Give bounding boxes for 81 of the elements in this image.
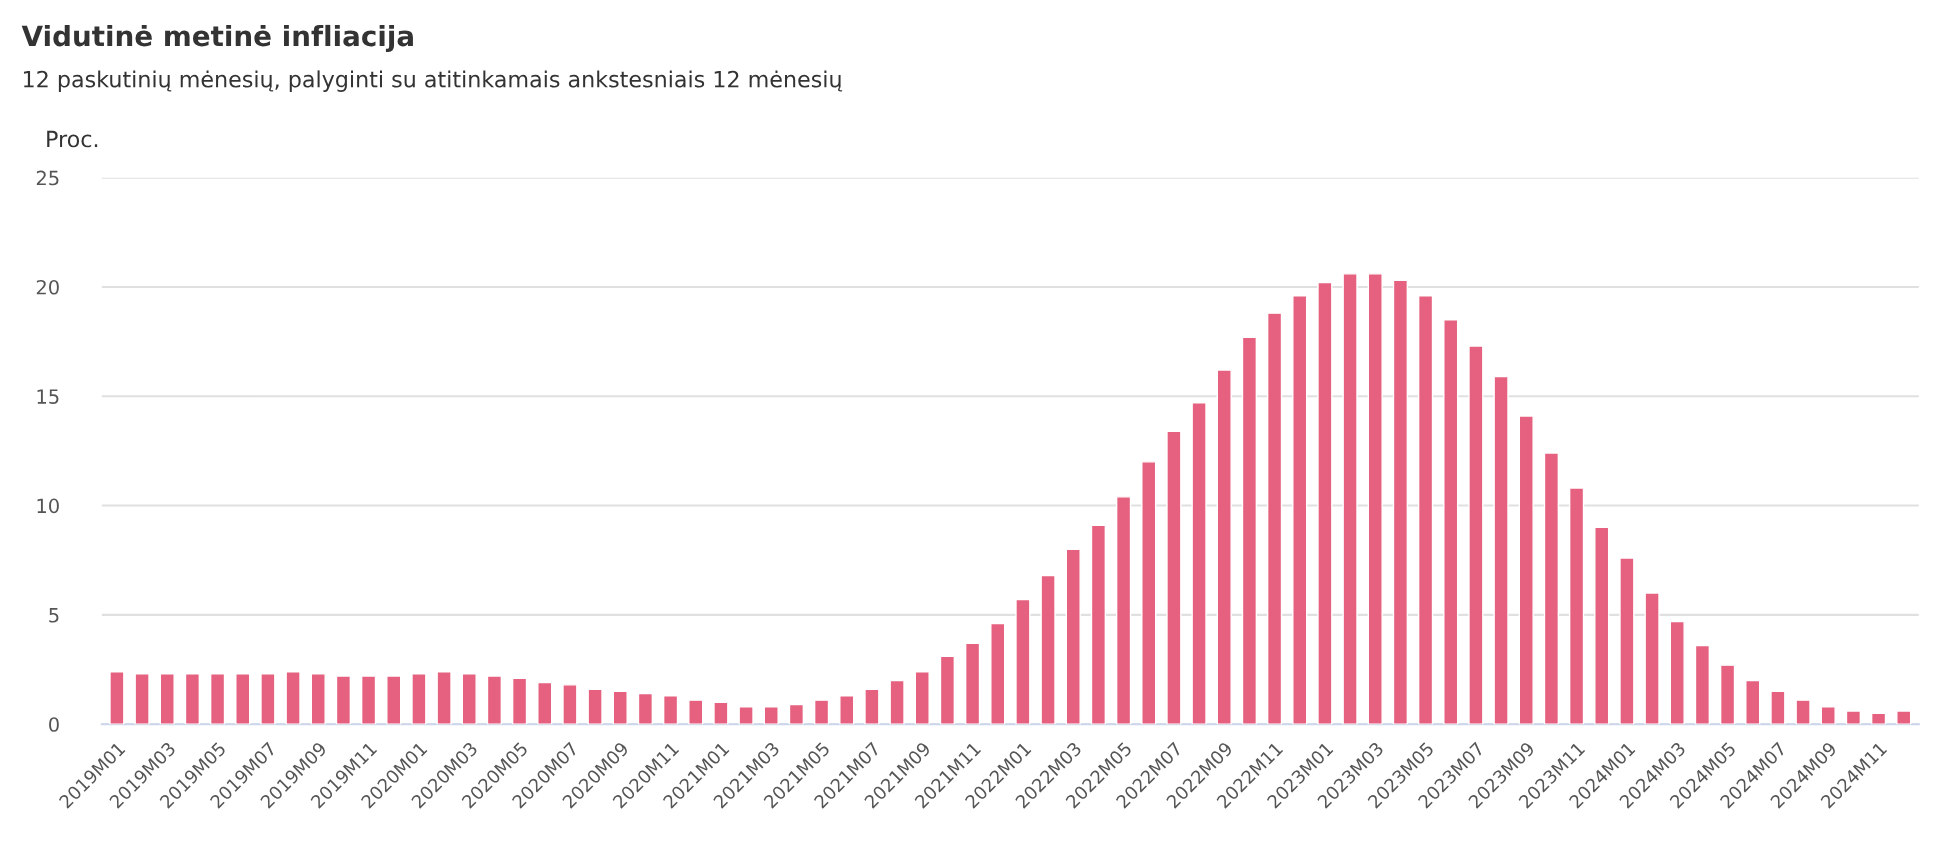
bar	[511, 677, 528, 725]
bar	[637, 692, 654, 725]
bar	[235, 673, 251, 725]
bar	[1896, 710, 1912, 725]
bar	[1166, 430, 1182, 725]
bar	[1518, 415, 1534, 725]
bar	[461, 673, 477, 725]
bar	[1266, 312, 1283, 725]
bar	[260, 673, 276, 725]
bar	[1468, 345, 1484, 725]
bar	[1090, 524, 1107, 725]
bar	[688, 699, 704, 725]
bar	[436, 671, 452, 725]
bar	[386, 675, 402, 725]
bar	[788, 703, 805, 725]
bar	[1367, 273, 1383, 725]
bar	[1292, 294, 1308, 725]
chart-subtitle: 12 paskutinių mėnesių, palyginti su atitinkamais ankstesniais 12 mėnesių	[23, 70, 843, 92]
bar	[1694, 644, 1711, 725]
y-tick-label: 25	[36, 170, 59, 186]
bar	[1141, 461, 1157, 725]
bar	[1745, 679, 1761, 725]
bar	[939, 655, 956, 725]
bar	[134, 673, 150, 725]
bar	[1443, 319, 1459, 725]
bar	[537, 681, 553, 725]
y-tick-label: 15	[37, 389, 59, 404]
bar	[1040, 574, 1056, 725]
bar	[914, 671, 930, 725]
bar	[1216, 369, 1232, 725]
bar	[1015, 598, 1031, 725]
chart-title: Vidutinė metinė infliacija	[21, 24, 413, 52]
bar	[1417, 294, 1434, 725]
bar	[1820, 706, 1836, 725]
bar	[864, 688, 880, 725]
bar	[1241, 336, 1258, 725]
bar	[1669, 620, 1685, 725]
bar	[1115, 496, 1132, 725]
bar	[587, 688, 603, 725]
bar	[360, 675, 377, 725]
bar	[1644, 592, 1660, 725]
bar	[486, 675, 503, 725]
bar	[1870, 712, 1887, 725]
bar	[1543, 452, 1560, 725]
y-tick-label: 20	[36, 279, 59, 295]
bar	[1568, 487, 1585, 725]
bar	[335, 675, 352, 725]
bar	[990, 622, 1006, 725]
bar	[1719, 664, 1736, 725]
bar	[1619, 557, 1635, 725]
bar	[562, 684, 578, 725]
bar	[1065, 548, 1081, 725]
bar	[1594, 526, 1610, 725]
bar	[1845, 710, 1862, 725]
bar	[1392, 279, 1409, 725]
bar	[1770, 690, 1786, 725]
bar	[713, 701, 729, 725]
bar	[763, 706, 779, 725]
bar	[184, 673, 201, 725]
bar	[839, 695, 855, 725]
bar	[209, 673, 226, 725]
bar	[159, 673, 175, 725]
bar	[1191, 402, 1207, 725]
bar	[1795, 699, 1811, 725]
bar	[889, 679, 905, 725]
bar	[109, 671, 125, 725]
y-tick-label: 5	[49, 608, 59, 623]
y-tick-label: 0	[49, 717, 59, 732]
bar	[1342, 273, 1358, 725]
bar	[285, 671, 301, 725]
bar	[813, 699, 830, 725]
bar	[411, 673, 427, 725]
bar	[738, 706, 754, 725]
y-tick-label: 10	[37, 498, 59, 514]
bar	[612, 690, 628, 725]
bar	[1493, 375, 1509, 725]
bar	[964, 642, 981, 725]
bar	[662, 695, 679, 725]
y-axis-title: Proc.	[47, 130, 98, 148]
bar	[310, 673, 326, 725]
bar	[1317, 281, 1333, 725]
